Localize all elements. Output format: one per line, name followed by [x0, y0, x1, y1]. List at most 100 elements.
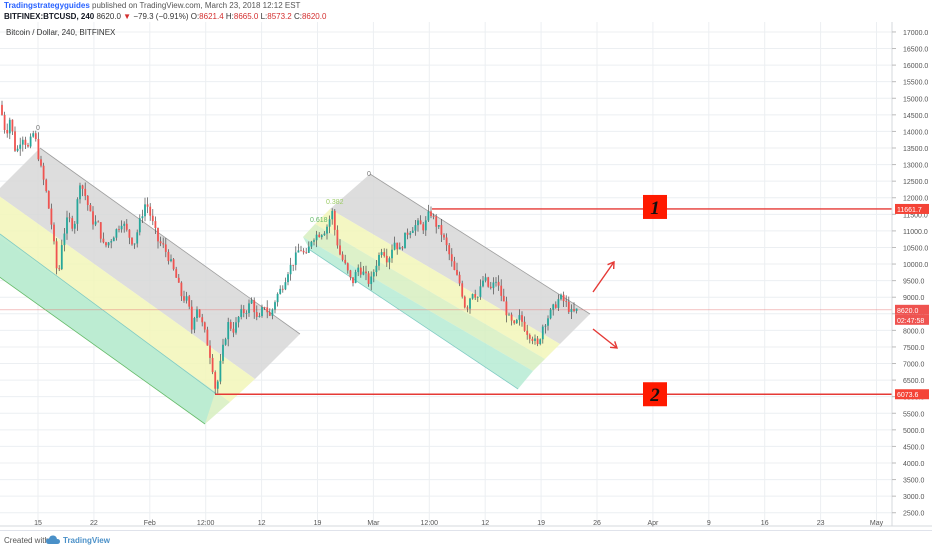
- candle-body: [42, 165, 45, 180]
- x-tick-label: 19: [537, 520, 545, 527]
- candle-body: [469, 298, 471, 309]
- candle-body: [34, 133, 37, 140]
- candle-body: [547, 318, 549, 326]
- y-tick-label: 15000.0: [903, 96, 928, 103]
- candle-body: [224, 339, 227, 345]
- candle-body: [307, 246, 310, 253]
- candle-body: [484, 277, 487, 281]
- candle-body: [24, 139, 27, 145]
- y-tick-label: 9500.0: [903, 279, 925, 286]
- candle-body: [435, 216, 438, 227]
- candle-body: [289, 264, 292, 275]
- high-label: H:: [225, 12, 234, 21]
- candle-body: [164, 244, 167, 252]
- candle-body: [463, 296, 466, 308]
- channel1-yellow-band: [0, 196, 255, 402]
- candle-body: [474, 294, 477, 298]
- fib-label-618: 0.618: [310, 217, 328, 224]
- candle-body: [560, 294, 562, 300]
- candle-body: [136, 232, 139, 244]
- candle-body: [14, 131, 16, 151]
- candle-body: [253, 300, 256, 313]
- candle-body: [557, 299, 560, 308]
- y-tick-label: 8000.0: [903, 328, 925, 335]
- marker-2: 2: [649, 385, 660, 406]
- candle-body: [573, 309, 575, 311]
- marker-1-box: [643, 194, 667, 219]
- candle-body: [29, 136, 32, 147]
- channel1-gray-band: [0, 148, 300, 379]
- candle-body: [495, 281, 497, 283]
- candle-body: [284, 282, 287, 290]
- x-tick-label: 19: [314, 520, 322, 527]
- candle-body: [196, 309, 198, 319]
- channel2-gray-band: [330, 174, 590, 344]
- candle-body: [456, 269, 458, 275]
- candle-body: [58, 268, 61, 270]
- candle-body: [411, 230, 414, 233]
- candle-body: [60, 245, 63, 270]
- candle-body: [541, 326, 544, 340]
- candle-body: [422, 224, 425, 231]
- created-with-label: Created with: [4, 536, 49, 545]
- candle-body: [47, 191, 50, 209]
- candle-body: [534, 338, 536, 341]
- arrow-down-icon: [592, 328, 618, 349]
- candle-body: [492, 282, 495, 289]
- candle-body: [346, 263, 349, 271]
- candle-body: [357, 267, 360, 273]
- candle-body: [188, 296, 191, 307]
- candle-body: [552, 304, 555, 310]
- tradingview-brand[interactable]: TradingView: [63, 536, 110, 545]
- candle-body: [453, 261, 456, 270]
- x-tick-label: 23: [817, 520, 825, 527]
- candle-body: [393, 242, 396, 250]
- candle-body: [115, 229, 118, 238]
- candle-body: [107, 242, 110, 246]
- candle-body: [123, 223, 126, 226]
- down-arrow-icon: ▼: [123, 12, 132, 21]
- candle-body: [89, 204, 92, 212]
- candle-body: [105, 242, 107, 246]
- candle-body: [432, 216, 435, 217]
- channel2-lightgreen-band: [303, 224, 545, 371]
- candle-body: [175, 269, 178, 278]
- x-tick-label: 15: [34, 520, 42, 527]
- last-price: 8620.0: [96, 12, 121, 21]
- candle-body: [523, 321, 526, 331]
- y-tick-label: 3500.0: [903, 478, 925, 485]
- candle-body: [3, 114, 6, 130]
- channel1-top-line: [39, 147, 301, 335]
- time-axis[interactable]: 15 22 Feb 12:00 12 19 Mar 12:00 12 19 26 Apr 9 16 23 Ma…: [34, 520, 884, 527]
- candle-body: [79, 185, 81, 200]
- candle-body: [450, 254, 453, 262]
- candle-body: [375, 265, 378, 273]
- author-link[interactable]: Tradingstrategyguides: [4, 1, 90, 10]
- y-tick-label: 6500.0: [903, 378, 925, 385]
- candle-body: [128, 229, 131, 238]
- y-tick-label: 14000.0: [903, 129, 928, 136]
- publish-line: Tradingstrategyguides published on Tradi…: [4, 0, 300, 11]
- candle-body: [521, 315, 523, 322]
- candle-body: [125, 223, 128, 230]
- price-tag-timer-bg: [895, 314, 929, 325]
- candle-body: [206, 329, 209, 346]
- candle-body: [471, 294, 474, 299]
- candle-body: [487, 277, 490, 287]
- y-tick-label: 3000.0: [903, 494, 925, 501]
- candle-body: [320, 235, 323, 238]
- fib2-label-0: 0: [367, 171, 371, 178]
- price-tag-level2-bg: [895, 389, 929, 400]
- open-label: O:: [190, 12, 200, 21]
- price-tags: 11661.7 8620.0 02:47:58 6073.6: [895, 203, 929, 400]
- candle-body: [11, 119, 14, 132]
- candle-body: [40, 159, 42, 166]
- candle-body: [344, 259, 347, 264]
- price-tag-current-bg: [895, 304, 929, 315]
- candle-body: [19, 144, 22, 149]
- candle-body: [497, 281, 500, 286]
- fib-label-382: 0.382: [326, 199, 344, 206]
- candle-body: [242, 309, 245, 314]
- candle-body: [365, 271, 367, 274]
